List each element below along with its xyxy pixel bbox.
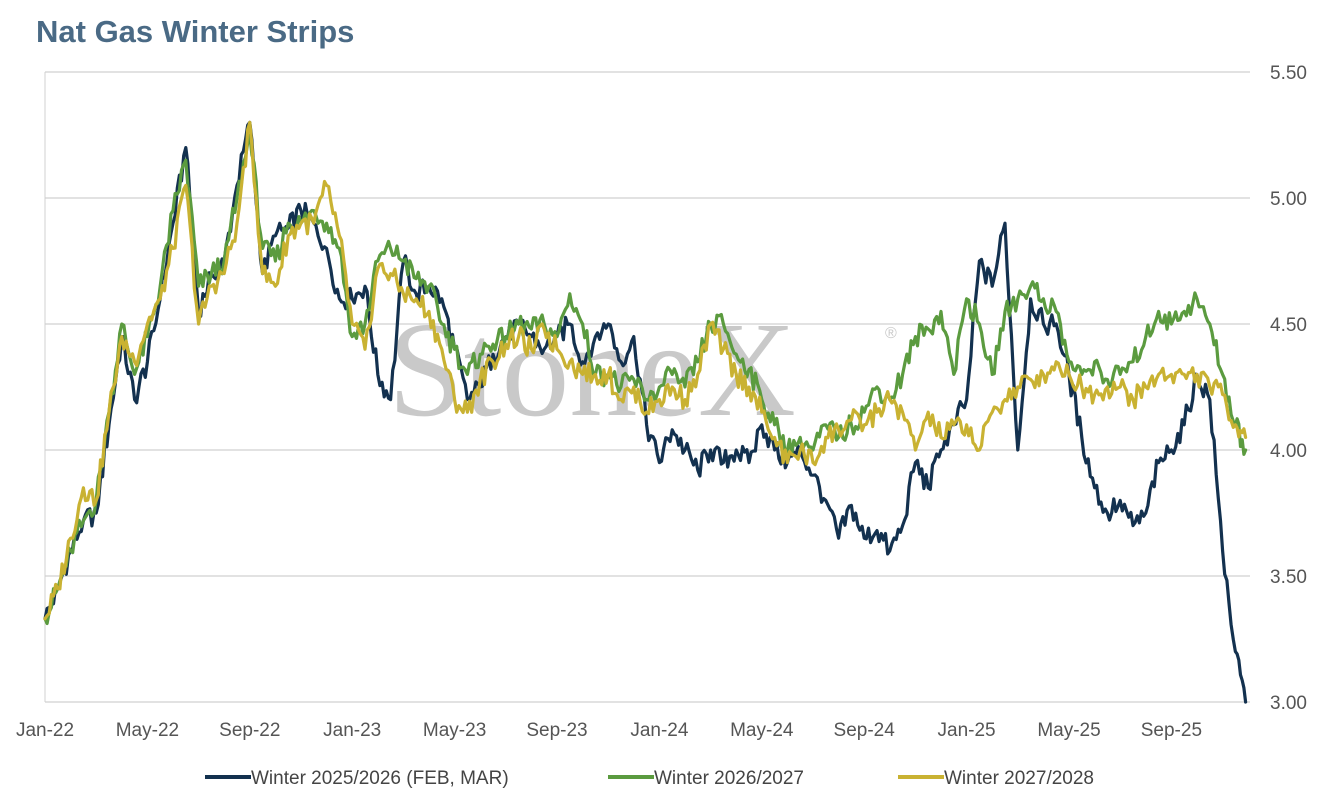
legend-label: Winter 2025/2026 (FEB, MAR) bbox=[251, 768, 509, 789]
x-axis-ticks: Jan-22 May-22 Sep-22 Jan-23 May-23 Sep-23 Jan-… bbox=[16, 720, 1202, 741]
y-tick-label: 3.50 bbox=[1270, 567, 1307, 588]
legend-label: Winter 2027/2028 bbox=[944, 768, 1094, 789]
x-tick-label: Jan-23 bbox=[323, 720, 381, 741]
watermark-registered-mark: ® bbox=[885, 325, 897, 342]
grid-lines bbox=[44, 71, 1250, 703]
x-tick-label: Sep-25 bbox=[1141, 720, 1202, 741]
x-tick-label: Jan-24 bbox=[630, 720, 689, 741]
legend: Winter 2025/2026 (FEB, MAR) Winter 2026/2… bbox=[205, 768, 1094, 789]
x-tick-label: May-25 bbox=[1037, 720, 1100, 741]
series-line-3 bbox=[43, 120, 1248, 621]
legend-label: Winter 2026/2027 bbox=[654, 768, 804, 789]
x-tick-label: May-23 bbox=[423, 720, 486, 741]
y-tick-label: 4.50 bbox=[1270, 315, 1307, 336]
x-tick-label: Jan-25 bbox=[938, 720, 996, 741]
y-tick-label: 5.00 bbox=[1270, 189, 1307, 210]
chart-title: Nat Gas Winter Strips bbox=[36, 14, 355, 49]
x-tick-label: Sep-24 bbox=[834, 720, 896, 741]
x-tick-label: May-24 bbox=[730, 720, 794, 741]
x-tick-label: Sep-23 bbox=[526, 720, 587, 741]
y-tick-label: 5.50 bbox=[1270, 63, 1307, 84]
y-axis-ticks: 3.00 3.50 4.00 4.50 5.00 5.50 bbox=[1270, 63, 1307, 714]
x-tick-label: May-22 bbox=[116, 720, 179, 741]
x-tick-label: Sep-22 bbox=[219, 720, 280, 741]
series-lines bbox=[43, 120, 1248, 704]
x-tick-label: Jan-22 bbox=[16, 720, 74, 741]
y-tick-label: 3.00 bbox=[1270, 693, 1307, 714]
y-tick-label: 4.00 bbox=[1270, 441, 1307, 462]
